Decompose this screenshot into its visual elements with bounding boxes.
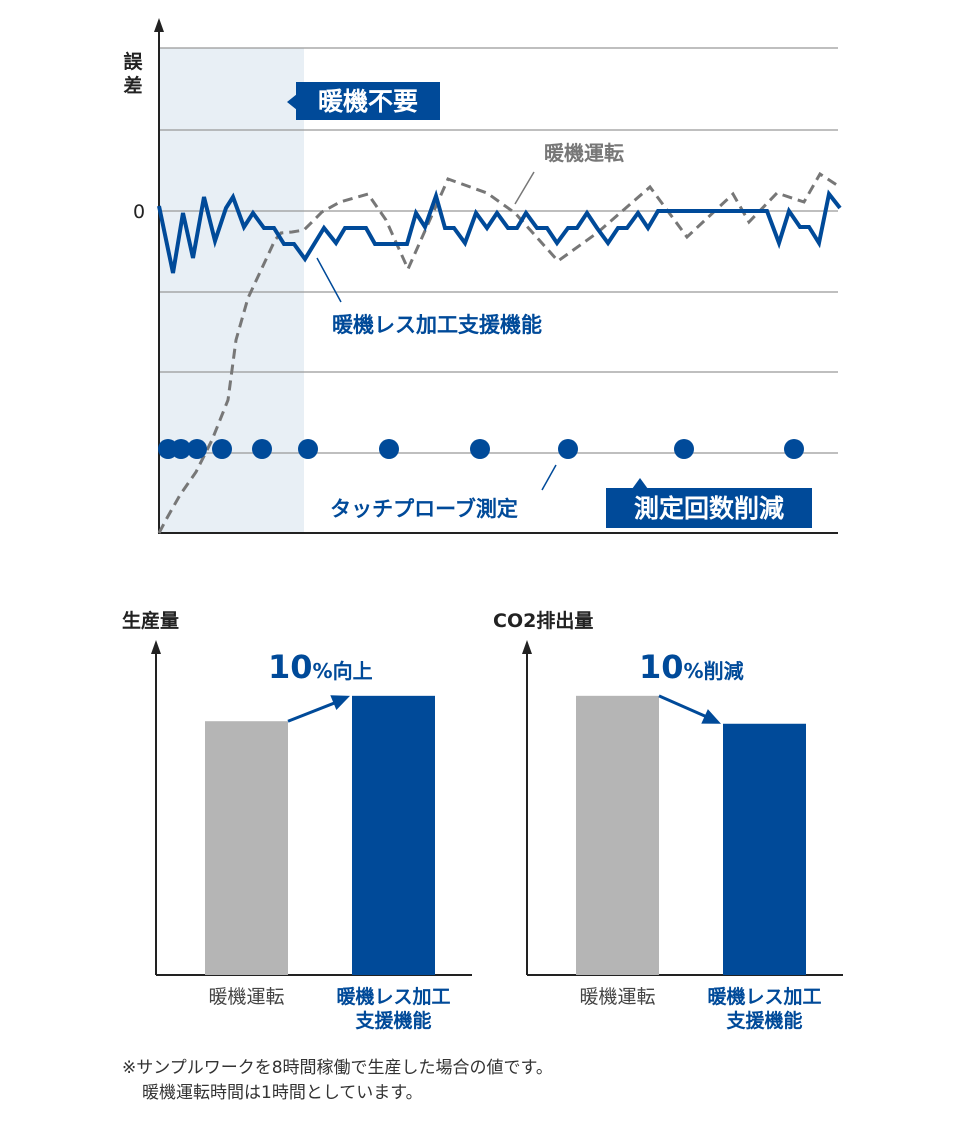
- warmupless-leader: [316, 257, 342, 303]
- change-arrow-head-icon: [701, 709, 721, 724]
- x-tick-label: 支援機能: [725, 1009, 802, 1032]
- y-tick-zero: 0: [133, 201, 145, 223]
- warmup-run-leader: [514, 171, 535, 205]
- bar-warmupless: [723, 723, 806, 975]
- bar-warmupless: [352, 695, 435, 975]
- x-tick-label: 暖機運転: [208, 986, 284, 1008]
- change-annotation: 10%向上: [268, 648, 373, 686]
- x-tick-label: 暖機レス加工: [336, 985, 450, 1008]
- touch-probe-point: [470, 439, 490, 459]
- warmupless-label: 暖機レス加工支援機能: [332, 313, 542, 337]
- touch-probe-leader: [541, 464, 557, 491]
- warmupless-series-line: [157, 189, 842, 274]
- touch-probe-point: [558, 439, 578, 459]
- x-tick-label: 暖機レス加工: [707, 985, 821, 1008]
- change-annotation: 10%削減: [639, 648, 744, 686]
- x-tick-label: 暖機運転: [579, 986, 655, 1008]
- warmup-unneeded-box: [296, 82, 440, 120]
- touch-probe-point: [784, 439, 804, 459]
- warmup-run-label: 暖機運転: [544, 141, 624, 165]
- y-axis-arrow-icon: [154, 18, 164, 32]
- y-axis-arrow-icon: [151, 640, 161, 654]
- warmup-run-series-line: [157, 171, 841, 534]
- bar-chart-title: 生産量: [122, 609, 179, 632]
- touch-probe-point: [298, 439, 318, 459]
- y-axis-arrow-icon: [522, 640, 532, 654]
- bar-warmup-run: [205, 721, 288, 975]
- touch-probe-point: [674, 439, 694, 459]
- change-arrow-head-icon: [330, 695, 350, 711]
- touch-probe-point: [252, 439, 272, 459]
- touch-probe-point: [212, 439, 232, 459]
- warmup-shaded-region: [159, 48, 304, 533]
- footnote-line2: 暖機運転時間は1時間としています。: [142, 1083, 423, 1103]
- y-axis-label-char1: 誤: [123, 50, 143, 73]
- warmup-unneeded-pointer-icon: [287, 94, 297, 110]
- gridlines: [159, 47, 838, 534]
- touch-probe-label: タッチプローブ測定: [330, 497, 518, 521]
- touch-probe-point: [379, 439, 399, 459]
- y-axis-label-char2: 差: [123, 74, 142, 97]
- bar-chart-title: CO2排出量: [493, 609, 593, 632]
- change-arrow-line: [287, 699, 341, 723]
- warmup-unneeded-label: 暖機不要: [318, 87, 418, 116]
- error-line-chart: 誤 差 0 暖機不要 暖機運転 暖機レス加工支援機能 タッチプローブ測定 測定回…: [123, 18, 842, 534]
- fewer-measurements-box: [606, 488, 812, 528]
- fewer-measurements-pointer-icon: [632, 478, 648, 489]
- bar-warmup-run: [576, 695, 659, 975]
- footnote-line1: ※サンプルワークを8時間稼働で生産した場合の値です。: [122, 1058, 553, 1078]
- change-arrow-line: [658, 694, 712, 721]
- touch-probe-point: [171, 439, 191, 459]
- fewer-measurements-label: 測定回数削減: [634, 494, 784, 523]
- x-tick-label: 支援機能: [354, 1009, 431, 1032]
- touch-probe-point: [187, 439, 207, 459]
